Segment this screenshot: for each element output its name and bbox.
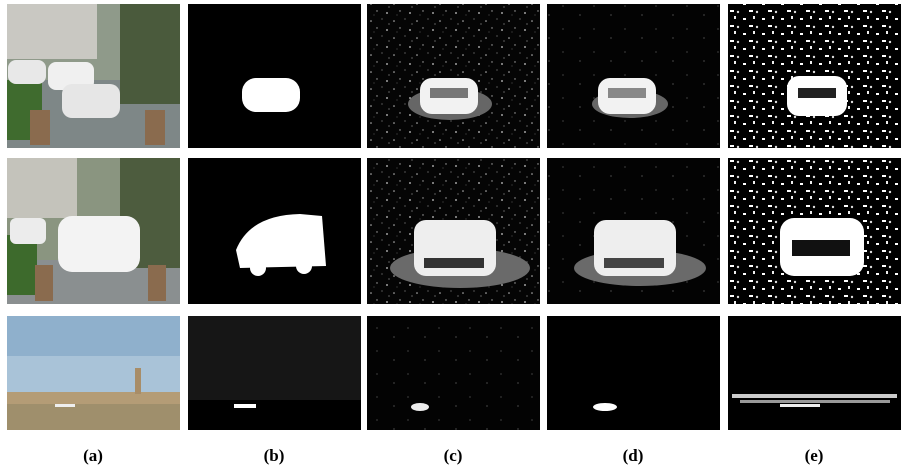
mask-d2 bbox=[547, 158, 720, 304]
mask-e3 bbox=[728, 316, 901, 430]
row-2 bbox=[7, 158, 901, 304]
mask-b2 bbox=[188, 158, 361, 304]
mask-b1 bbox=[188, 4, 361, 148]
row-3 bbox=[7, 316, 901, 430]
column-label: (e) bbox=[805, 446, 824, 465]
column-label: (b) bbox=[264, 446, 285, 465]
photo-a1 bbox=[7, 4, 180, 148]
mask-e1 bbox=[728, 4, 901, 148]
mask-d1 bbox=[547, 4, 720, 148]
photo-a3 bbox=[7, 316, 180, 430]
column-label: (d) bbox=[623, 446, 644, 465]
column-label: (a) bbox=[83, 446, 103, 465]
mask-c3 bbox=[367, 316, 540, 430]
mask-d3 bbox=[547, 316, 720, 430]
photo-a2 bbox=[7, 158, 180, 304]
column-labels: (a) (b) (c) (d) (e) bbox=[83, 446, 823, 465]
mask-b3 bbox=[188, 316, 361, 430]
figure: (a) (b) (c) (d) (e) bbox=[0, 0, 901, 470]
mask-c1 bbox=[367, 4, 540, 148]
row-1 bbox=[7, 4, 901, 148]
mask-e2 bbox=[728, 158, 901, 304]
column-label: (c) bbox=[444, 446, 463, 465]
mask-c2 bbox=[367, 158, 540, 304]
